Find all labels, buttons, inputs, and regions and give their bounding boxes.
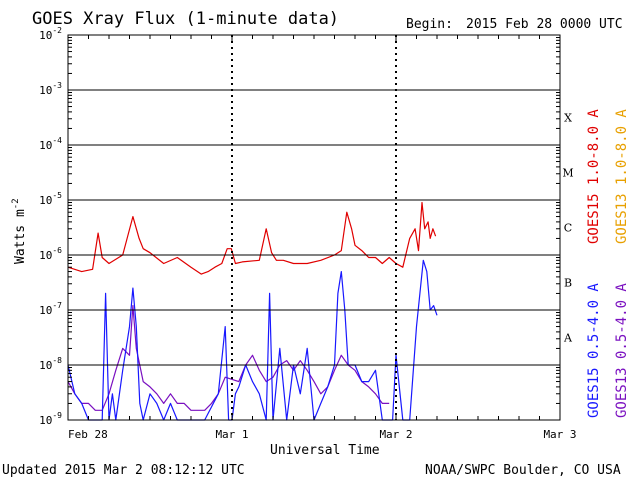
plot-frame	[67, 34, 561, 421]
y-tick-label: 10-2	[39, 26, 62, 42]
y-tick-base: 10	[39, 84, 52, 97]
y-tick-exponent: -5	[52, 191, 62, 200]
begin-value: 2015 Feb 28 0000 UTC	[466, 17, 623, 32]
legend-entry: GOES15 1.0-8.0 A	[586, 109, 602, 244]
y-tick-base: 10	[39, 139, 52, 152]
y-tick-label: 10-5	[39, 191, 62, 207]
y-tick-exponent: -8	[52, 356, 62, 365]
y-tick-base: 10	[39, 194, 52, 207]
y-axis-label: Watts m-2	[11, 198, 28, 264]
y-tick-exponent: -3	[52, 81, 62, 90]
y-tick-label: 10-6	[39, 246, 62, 262]
y-tick-label: 10-4	[39, 136, 62, 152]
flare-class-label: B	[564, 277, 572, 290]
updated-timestamp: Updated 2015 Mar 2 08:12:12 UTC	[2, 463, 245, 478]
y-tick-label: 10-7	[39, 301, 62, 317]
x-tick-label: Mar 1	[215, 428, 248, 441]
y-tick-base: 10	[39, 29, 52, 42]
y-axis-label-exponent: -2	[11, 198, 21, 209]
begin-label: Begin:	[406, 17, 453, 32]
legend-label: GOES15 1.0-8.0 A	[586, 109, 602, 244]
y-tick-label: 10-3	[39, 81, 62, 97]
flare-class-label: C	[564, 222, 572, 235]
y-tick-exponent: -6	[52, 246, 62, 255]
flare-class-label: X	[564, 112, 572, 125]
legend-label: GOES13 1.0-8.0 A	[614, 109, 630, 244]
y-tick-exponent: -2	[52, 26, 62, 35]
y-tick-exponent: -4	[52, 136, 62, 145]
series-layer	[67, 201, 438, 421]
y-tick-base: 10	[39, 304, 52, 317]
x-tick-label: Mar 2	[379, 428, 412, 441]
y-axis-label-text: Watts m-2	[11, 198, 28, 264]
legend-entry: GOES13 1.0-8.0 A	[614, 109, 630, 244]
series-line	[67, 259, 438, 421]
y-tick-base: 10	[39, 414, 52, 427]
legend-label: GOES15 0.5-4.0 A	[586, 283, 602, 418]
legend-entry: GOES13 0.5-4.0 A	[614, 283, 630, 418]
credit-text: NOAA/SWPC Boulder, CO USA	[425, 463, 621, 478]
y-tick-label: 10-8	[39, 356, 62, 372]
x-axis-label: Universal Time	[270, 443, 380, 458]
series-line	[67, 305, 390, 411]
y-tick-label: 10-9	[39, 411, 62, 427]
y-tick-base: 10	[39, 359, 52, 372]
grid-layer	[68, 35, 560, 420]
flare-class-label: A	[563, 332, 573, 345]
legend: GOES15 1.0-8.0 A GOES13 1.0-8.0 A GOES15 0…	[586, 109, 630, 418]
y-tick-exponent: -7	[52, 301, 62, 310]
y-axis-label-unit: Watts m	[13, 209, 28, 264]
series-line	[67, 201, 437, 275]
y-tick-base: 10	[39, 249, 52, 262]
x-tick-label: Feb 28	[68, 428, 108, 441]
chart-title: GOES Xray Flux (1-minute data)	[32, 9, 339, 29]
legend-label: GOES13 0.5-4.0 A	[614, 283, 630, 418]
flare-class-label: M	[562, 167, 573, 180]
legend-entry: GOES15 0.5-4.0 A	[586, 283, 602, 418]
y-tick-exponent: -9	[52, 411, 62, 420]
x-tick-label: Mar 3	[543, 428, 576, 441]
